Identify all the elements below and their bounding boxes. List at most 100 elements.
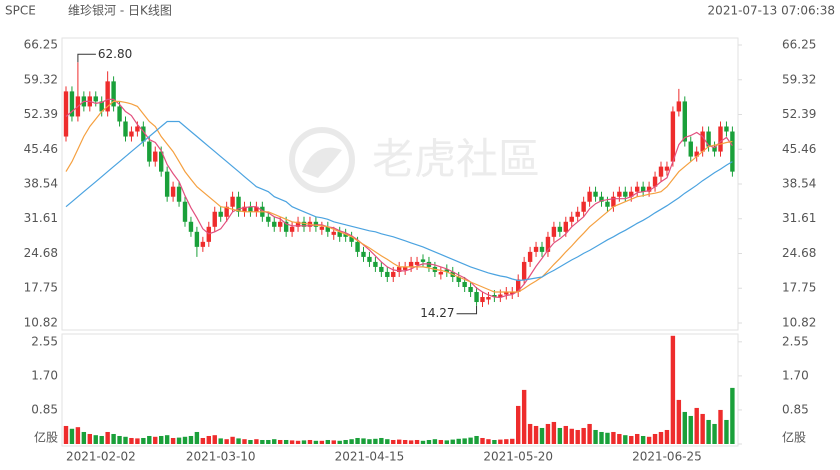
y-tick-label-right: 17.75	[782, 281, 816, 295]
candle-body	[563, 221, 568, 232]
candle-body	[593, 191, 598, 197]
candle-body	[325, 226, 330, 232]
volume-bar	[105, 431, 110, 444]
volume-bar	[533, 425, 539, 444]
volume-bar	[569, 428, 574, 444]
volume-bar	[504, 439, 509, 444]
volume-bar	[367, 439, 372, 444]
candle-body	[444, 269, 449, 272]
volume-bar	[355, 437, 360, 444]
volume-bar	[188, 435, 194, 444]
y-tick-label: 1.70	[31, 368, 58, 382]
volume-bar	[69, 428, 75, 444]
candle-body	[605, 201, 610, 207]
x-tick-label: 2021-05-20	[483, 450, 553, 464]
volume-bar	[391, 439, 396, 444]
volume-bar	[575, 429, 580, 444]
volume-bar	[420, 440, 426, 444]
candle-body	[492, 295, 497, 298]
volume-bar	[75, 427, 81, 444]
candle-body	[236, 196, 241, 212]
volume-bar	[385, 439, 390, 444]
candle-body	[504, 292, 509, 295]
candle-body	[420, 259, 426, 262]
annotation-leader	[77, 53, 96, 63]
volume-bar	[438, 439, 444, 444]
volume-bar	[153, 436, 158, 444]
watermark: 老虎社區	[372, 135, 540, 184]
y-tick-label: 31.61	[24, 211, 58, 225]
volume-bar	[611, 431, 616, 444]
volume-bar	[456, 438, 461, 444]
watermark-logo	[289, 127, 355, 193]
candle-body	[272, 221, 277, 227]
candle-body	[123, 121, 128, 137]
y-tick-label-right: 10.82	[782, 316, 816, 330]
candle-body	[153, 151, 158, 162]
volume-bar	[194, 431, 200, 444]
volume-bar	[706, 419, 711, 444]
candle-body	[456, 276, 461, 282]
volume-bar	[81, 431, 87, 444]
candle-body	[462, 281, 467, 287]
volume-bar	[510, 438, 515, 444]
candle-body	[688, 141, 693, 157]
volume-bar	[331, 440, 336, 444]
volume-bar	[462, 438, 467, 444]
candle-body	[402, 266, 408, 270]
volume-bar	[670, 335, 676, 444]
candle-body	[724, 126, 729, 132]
volume-bar	[646, 436, 652, 444]
candle-body	[545, 236, 551, 252]
volume-bar	[474, 435, 479, 444]
candle-body	[218, 211, 223, 217]
chart-name: 维珍银河 - 日K线图	[68, 4, 172, 18]
volume-bar	[224, 439, 229, 444]
volume-bar	[272, 439, 277, 444]
candle-body	[295, 221, 301, 227]
candle-body	[539, 246, 545, 252]
volume-bar	[557, 427, 563, 444]
candle-body	[230, 196, 235, 207]
candle-body	[640, 186, 646, 192]
volume-bar	[521, 389, 527, 444]
volume-bar	[623, 435, 628, 444]
volume-bar	[450, 439, 455, 444]
volume-bar	[141, 437, 146, 444]
candle-body	[658, 166, 664, 177]
volume-bar	[700, 413, 705, 444]
candle-body	[135, 126, 140, 132]
candle-body	[575, 211, 580, 217]
volume-bar	[230, 436, 235, 444]
candle-body	[516, 279, 521, 293]
candle-body	[212, 211, 217, 227]
candle-body	[331, 231, 336, 235]
candle-body	[670, 111, 676, 162]
candle-body	[385, 271, 390, 277]
volume-bar	[712, 423, 717, 444]
volume-bar	[212, 435, 217, 444]
candle-body	[706, 131, 711, 147]
y-tick-label-right: 59.32	[782, 72, 816, 86]
candle-body	[182, 201, 188, 222]
volume-bar	[480, 437, 485, 444]
y-tick-label-right: 45.46	[782, 142, 816, 156]
candle-body	[664, 166, 670, 171]
candle-body	[581, 201, 586, 212]
volume-bar	[159, 435, 164, 444]
volume-bar	[593, 429, 598, 444]
candle-body	[289, 226, 295, 232]
moving-average	[65, 120, 733, 282]
candle-body	[611, 196, 616, 207]
y-tick-label-right: 38.54	[782, 176, 816, 190]
candle-body	[147, 141, 152, 162]
moving-average	[65, 100, 733, 293]
candle-body	[551, 226, 557, 237]
candle-body	[635, 186, 640, 192]
volume-bar	[688, 415, 693, 444]
volume-bar	[63, 425, 69, 444]
volume-bar	[605, 432, 610, 444]
candle-body	[527, 251, 533, 262]
